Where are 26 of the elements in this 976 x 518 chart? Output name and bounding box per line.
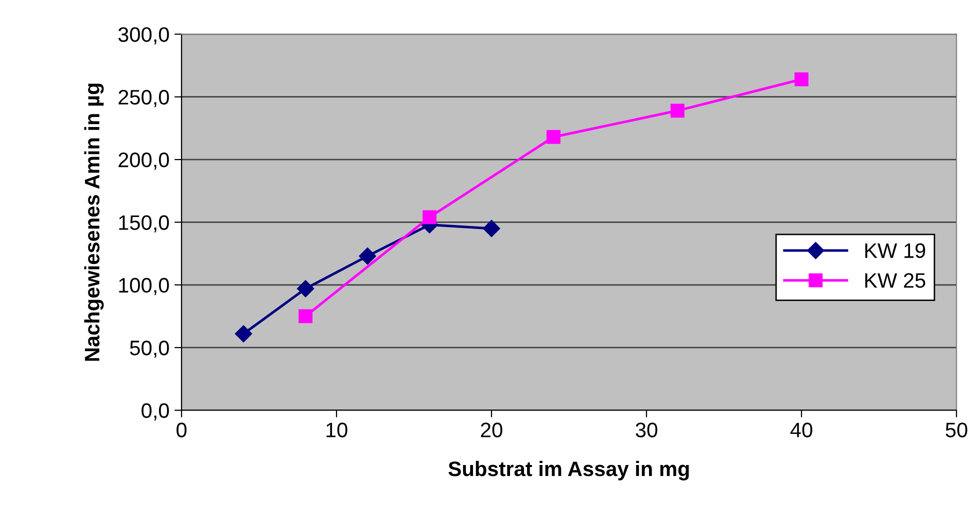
y-axis-title: Nachgewiesenes Amin in µg bbox=[84, 84, 104, 361]
x-tick-label: 40 bbox=[790, 422, 812, 438]
legend-label: KW 25 bbox=[865, 273, 926, 288]
y-tick-label: 100,0 bbox=[119, 278, 169, 296]
point bbox=[482, 220, 500, 238]
y-tick-label: 250,0 bbox=[118, 90, 169, 108]
point bbox=[670, 104, 684, 118]
point bbox=[296, 280, 314, 298]
x-tick-label: 30 bbox=[636, 422, 658, 438]
point bbox=[794, 72, 808, 86]
x-tick-label: 10 bbox=[326, 422, 348, 438]
y-tick-label: 200,0 bbox=[118, 152, 169, 170]
x-tick-label: 0 bbox=[176, 422, 187, 438]
point bbox=[358, 248, 376, 265]
point bbox=[234, 325, 252, 342]
legend-label: KW 19 bbox=[865, 243, 926, 258]
y-tick-label: 0,0 bbox=[142, 403, 169, 420]
x-axis-title: Substrat im Assay in mg bbox=[448, 460, 689, 480]
y-tick-label: 50,0 bbox=[130, 340, 169, 358]
point bbox=[546, 130, 560, 144]
y-tick-label: 300,0 bbox=[118, 27, 169, 44]
point bbox=[298, 309, 312, 324]
x-tick-label: 50 bbox=[946, 422, 968, 438]
x-tick-label: 20 bbox=[480, 422, 502, 438]
point bbox=[422, 210, 436, 224]
y-tick-label: 150,0 bbox=[119, 215, 169, 232]
